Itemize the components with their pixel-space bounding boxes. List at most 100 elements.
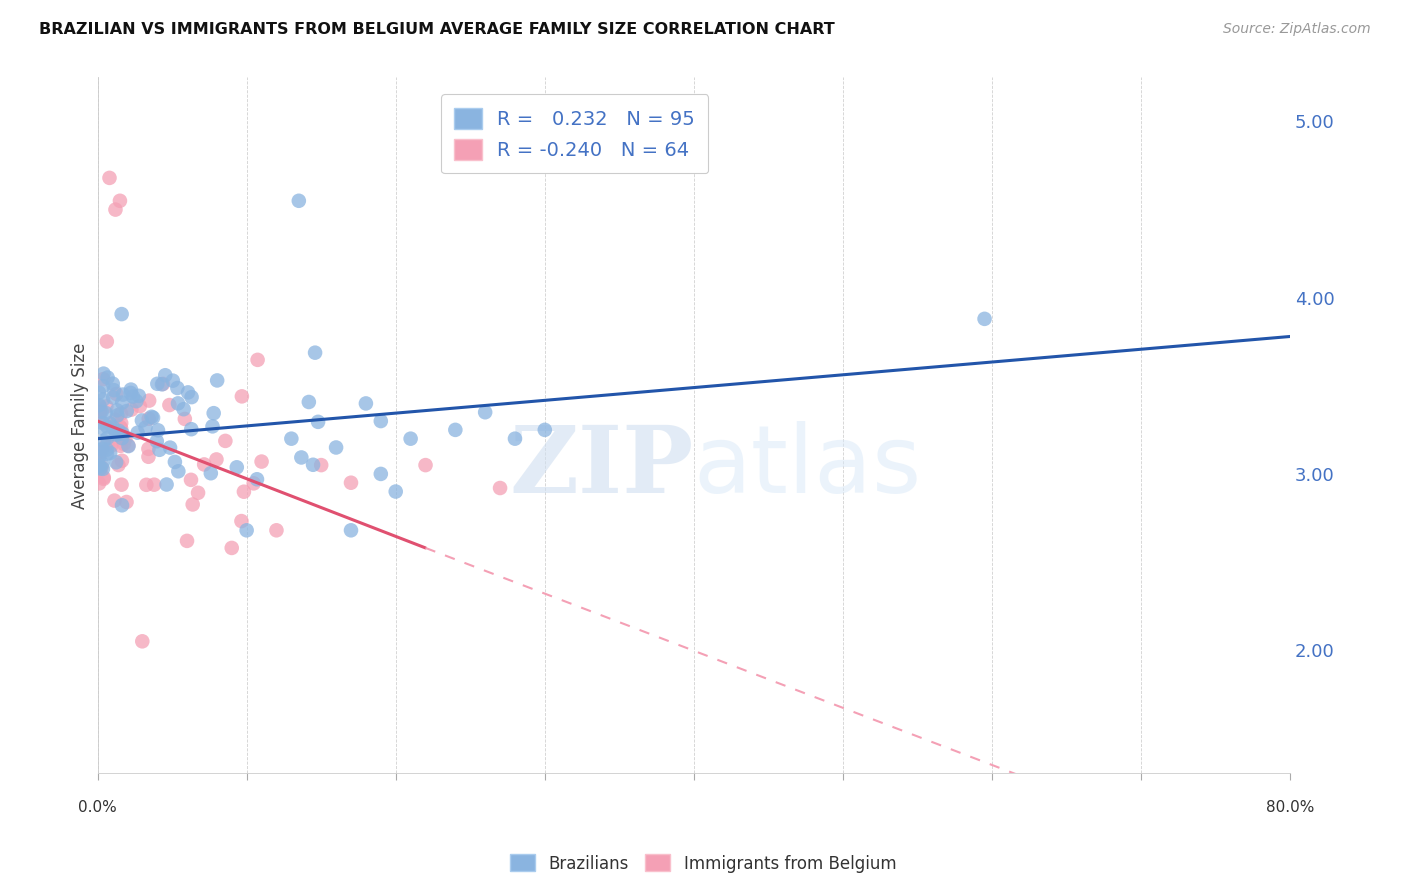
Point <box>309 458 332 472</box>
Point <box>141 409 163 424</box>
Point <box>87 410 110 425</box>
Point <box>200 467 222 481</box>
Point <box>162 374 184 388</box>
Point <box>117 439 139 453</box>
Point <box>973 311 995 326</box>
Point <box>202 406 225 420</box>
Point <box>246 352 269 367</box>
Point <box>90 445 112 459</box>
Point <box>340 524 363 538</box>
Point <box>266 524 288 538</box>
Point <box>96 447 118 461</box>
Point <box>142 410 165 425</box>
Point <box>100 439 122 453</box>
Point <box>91 372 114 386</box>
Point <box>177 385 200 400</box>
Point <box>104 202 127 217</box>
Point <box>193 458 215 472</box>
Point <box>354 396 377 410</box>
Point <box>98 417 121 431</box>
Point <box>384 484 406 499</box>
Point <box>111 426 134 441</box>
Point <box>135 478 157 492</box>
Point <box>89 450 111 464</box>
Point <box>115 495 138 509</box>
Point <box>205 452 228 467</box>
Point <box>89 446 111 460</box>
Point <box>131 413 153 427</box>
Point <box>533 423 555 437</box>
Point <box>108 419 131 434</box>
Point <box>173 412 195 426</box>
Point <box>93 470 115 484</box>
Point <box>128 399 150 413</box>
Text: atlas: atlas <box>695 421 922 513</box>
Point <box>91 392 114 407</box>
Point <box>399 432 422 446</box>
Point <box>122 390 145 404</box>
Point <box>370 467 392 481</box>
Legend: R =   0.232   N = 95, R = -0.240   N = 64: R = 0.232 N = 95, R = -0.240 N = 64 <box>440 95 709 173</box>
Point <box>302 458 325 472</box>
Point <box>231 514 253 528</box>
Point <box>159 441 181 455</box>
Point <box>120 402 142 417</box>
Point <box>115 404 138 418</box>
Point <box>111 395 134 409</box>
Point <box>96 431 118 445</box>
Point <box>104 427 127 442</box>
Point <box>235 524 257 538</box>
Point <box>180 422 202 436</box>
Point <box>110 477 132 491</box>
Point <box>87 385 110 400</box>
Point <box>288 194 311 208</box>
Text: BRAZILIAN VS IMMIGRANTS FROM BELGIUM AVERAGE FAMILY SIZE CORRELATION CHART: BRAZILIAN VS IMMIGRANTS FROM BELGIUM AVE… <box>39 22 835 37</box>
Point <box>105 403 128 417</box>
Point <box>89 406 111 420</box>
Point <box>290 450 312 465</box>
Y-axis label: Average Family Size: Average Family Size <box>72 343 89 508</box>
Point <box>105 387 128 401</box>
Point <box>94 406 117 420</box>
Point <box>91 462 114 476</box>
Point <box>87 398 110 412</box>
Text: Source: ZipAtlas.com: Source: ZipAtlas.com <box>1223 22 1371 37</box>
Point <box>89 461 111 475</box>
Point <box>93 434 115 448</box>
Point <box>90 404 112 418</box>
Point <box>181 498 204 512</box>
Point <box>89 400 111 414</box>
Point <box>225 460 247 475</box>
Point <box>125 394 148 409</box>
Point <box>120 383 142 397</box>
Point <box>180 390 202 404</box>
Point <box>96 437 118 451</box>
Point <box>103 493 125 508</box>
Point <box>93 472 115 486</box>
Point <box>98 446 121 460</box>
Point <box>138 442 160 456</box>
Legend: Brazilians, Immigrants from Belgium: Brazilians, Immigrants from Belgium <box>503 847 903 880</box>
Point <box>111 454 134 468</box>
Point <box>96 334 118 349</box>
Point <box>146 434 169 449</box>
Point <box>176 533 198 548</box>
Point <box>111 307 134 321</box>
Point <box>167 464 190 478</box>
Point <box>155 477 177 491</box>
Point <box>110 407 132 421</box>
Point <box>304 345 326 359</box>
Point <box>101 391 124 405</box>
Point <box>111 431 134 445</box>
Point <box>503 432 526 446</box>
Point <box>111 387 134 401</box>
Point <box>242 476 264 491</box>
Point <box>91 379 114 393</box>
Point <box>107 458 129 472</box>
Point <box>127 425 149 440</box>
Point <box>131 634 153 648</box>
Point <box>489 481 512 495</box>
Point <box>114 432 136 446</box>
Point <box>105 455 128 469</box>
Point <box>370 414 392 428</box>
